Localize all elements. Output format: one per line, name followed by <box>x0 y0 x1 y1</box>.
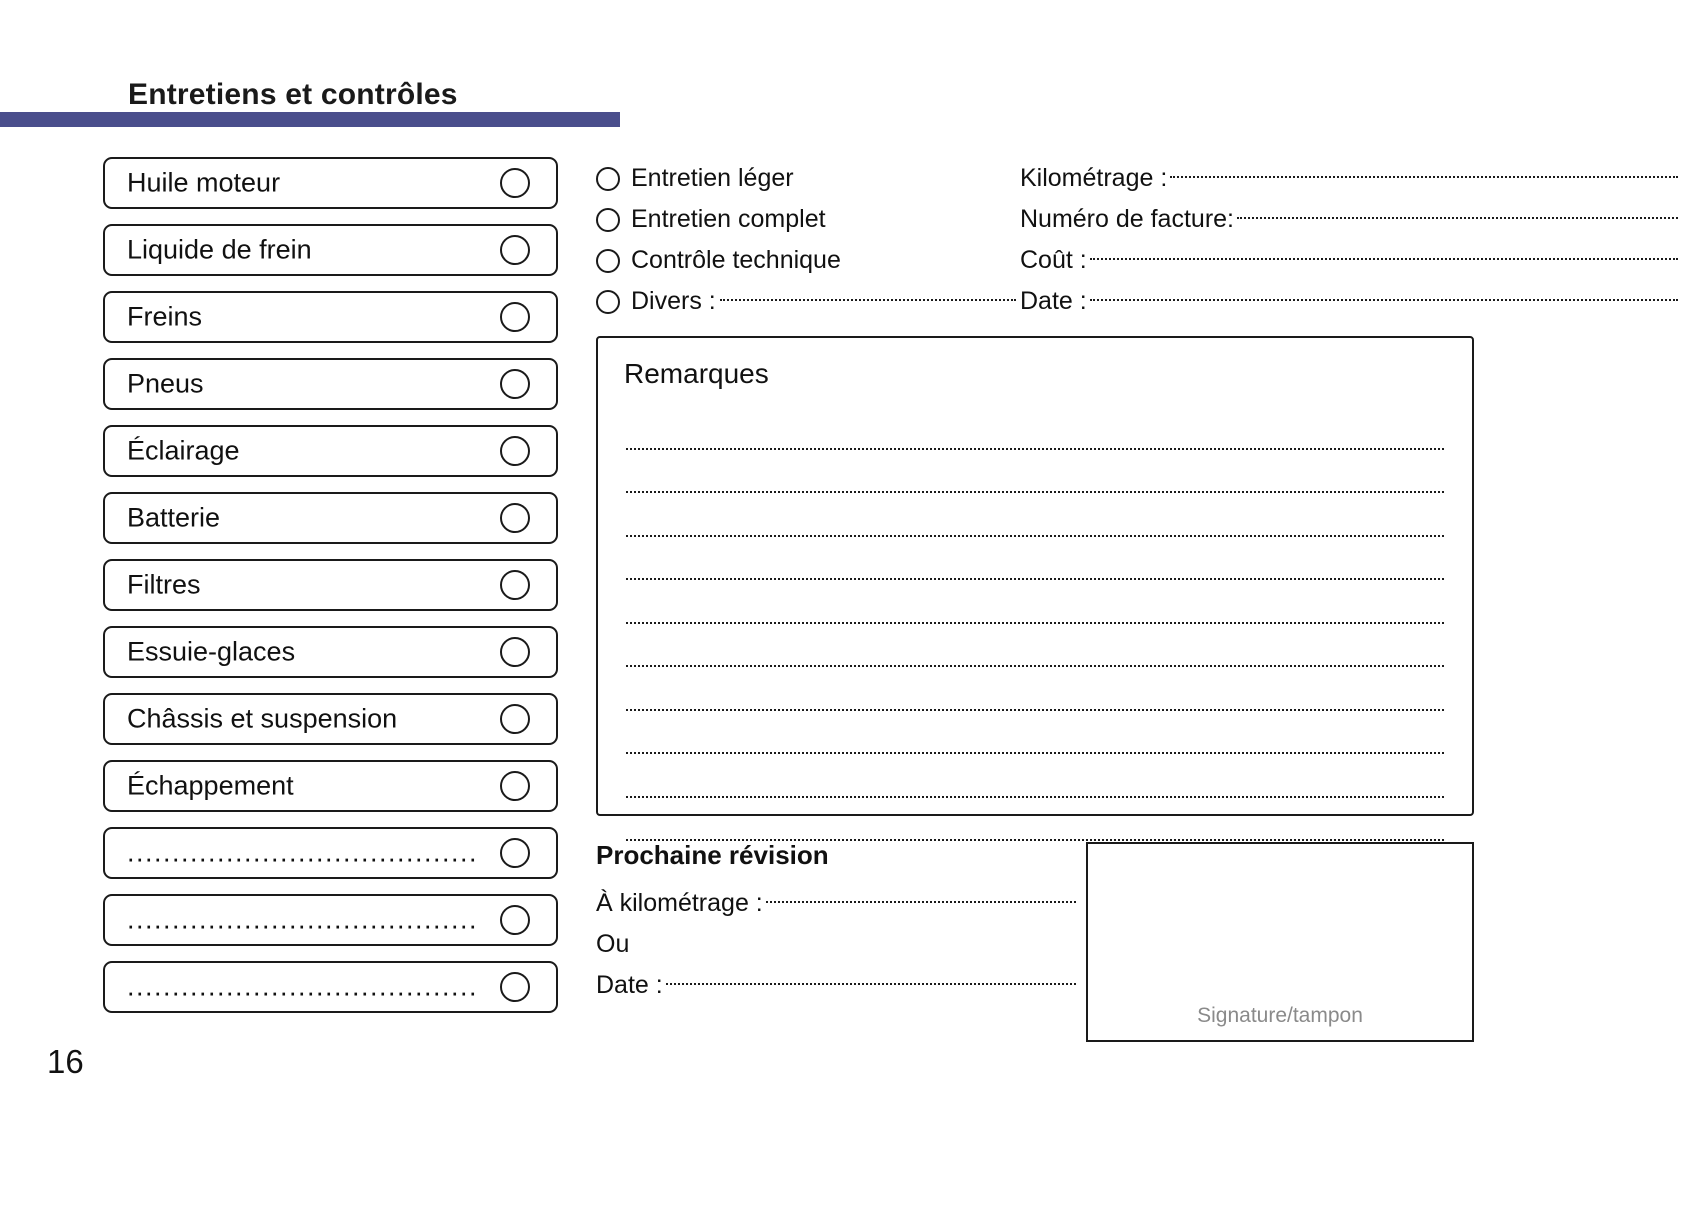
signature-box[interactable]: Signature/tampon <box>1086 842 1474 1042</box>
checklist-item-label: ....................................... <box>127 904 479 935</box>
checklist-row[interactable]: Essuie-glaces <box>103 626 558 678</box>
checklist-checkbox-circle-icon[interactable] <box>500 436 530 466</box>
next-service-mileage-row[interactable]: À kilométrage : <box>596 883 1076 924</box>
invoice-field-input[interactable] <box>1089 298 1678 301</box>
invoice-field-input[interactable] <box>1089 257 1678 260</box>
remarks-writing-lines <box>626 406 1444 841</box>
service-type-option-label: Entretien complet <box>631 205 826 233</box>
radio-circle-icon[interactable] <box>596 248 620 273</box>
checklist-row[interactable]: ....................................... <box>103 827 558 879</box>
remarks-line[interactable] <box>626 754 1444 798</box>
checklist-checkbox-circle-icon[interactable] <box>500 168 530 198</box>
next-service-or-row: Ou <box>596 924 1076 965</box>
remarks-line[interactable] <box>626 798 1444 841</box>
checklist-item-label: Pneus <box>127 368 204 399</box>
remarks-line[interactable] <box>626 450 1444 493</box>
remarks-line[interactable] <box>626 711 1444 754</box>
checklist-row[interactable]: Liquide de frein <box>103 224 558 276</box>
remarks-line[interactable] <box>626 580 1444 624</box>
checklist-checkbox-circle-icon[interactable] <box>500 369 530 399</box>
checklist-row[interactable]: Échappement <box>103 760 558 812</box>
checklist-checkbox-circle-icon[interactable] <box>500 771 530 801</box>
remarks-box[interactable]: Remarques <box>596 336 1474 841</box>
checklist-checkbox-circle-icon[interactable] <box>500 637 530 667</box>
remarks-line[interactable] <box>626 493 1444 537</box>
checklist-item-label: Batterie <box>127 502 221 533</box>
checklist-checkbox-circle-icon[interactable] <box>500 704 530 734</box>
invoice-field-row[interactable]: Coût : <box>1020 240 1700 281</box>
checklist-item-label: Échappement <box>127 770 294 801</box>
invoice-field-label: Kilométrage : <box>1020 164 1168 192</box>
checklist-item-label: Huile moteur <box>127 167 281 198</box>
invoice-field-row[interactable]: Numéro de facture: <box>1020 199 1700 240</box>
checklist-checkbox-circle-icon[interactable] <box>500 302 530 332</box>
service-type-other-input[interactable] <box>719 298 1016 301</box>
checklist-checkbox-circle-icon[interactable] <box>500 905 530 935</box>
next-service-mileage-input[interactable] <box>765 900 1076 903</box>
checklist-item-label: Éclairage <box>127 435 240 466</box>
checklist-checkbox-circle-icon[interactable] <box>500 503 530 533</box>
checklist-checkbox-circle-icon[interactable] <box>500 235 530 265</box>
service-type-option-label: Entretien léger <box>631 164 794 192</box>
service-type-options: Entretien léger Entretien complet Contrôle… <box>596 158 1016 322</box>
invoice-fields: Kilométrage : Numéro de facture: Coût : Dat… <box>1020 158 1700 322</box>
checklist-row[interactable]: Pneus <box>103 358 558 410</box>
invoice-field-label: Coût : <box>1020 246 1087 274</box>
next-service-title: Prochaine révision <box>596 840 829 870</box>
checklist-row[interactable]: ....................................... <box>103 961 558 1013</box>
service-type-option[interactable]: Contrôle technique <box>596 240 1016 281</box>
remarks-line[interactable] <box>626 667 1444 711</box>
next-service-date-input[interactable] <box>665 982 1076 985</box>
checklist-row[interactable]: Batterie <box>103 492 558 544</box>
checklist-row[interactable]: Huile moteur <box>103 157 558 209</box>
service-type-option[interactable]: Entretien léger <box>596 158 1016 199</box>
service-type-option-label: Contrôle technique <box>631 246 841 274</box>
checklist-item-label: Essuie-glaces <box>127 636 296 667</box>
invoice-field-input[interactable] <box>1170 175 1678 178</box>
checklist-item-label: ....................................... <box>127 837 479 868</box>
next-service-date-row[interactable]: Date : <box>596 965 1076 1006</box>
remarks-line[interactable] <box>626 537 1444 580</box>
right-column: Entretien léger Entretien complet Contrôle… <box>596 0 1700 1212</box>
invoice-field-label: Date : <box>1020 287 1087 315</box>
checklist-item-label: Freins <box>127 301 203 332</box>
service-type-option[interactable]: Entretien complet <box>596 199 1016 240</box>
radio-circle-icon[interactable] <box>596 166 620 191</box>
next-service-mileage-label: À kilométrage : <box>596 889 763 917</box>
invoice-field-row[interactable]: Date : <box>1020 281 1700 322</box>
checklist-item-label: Liquide de frein <box>127 234 312 265</box>
next-service-date-label: Date : <box>596 971 663 999</box>
invoice-field-input[interactable] <box>1237 216 1678 219</box>
remarks-title: Remarques <box>624 358 769 389</box>
checklist-row[interactable]: Freins <box>103 291 558 343</box>
invoice-field-label: Numéro de facture: <box>1020 205 1234 233</box>
next-service-section: Prochaine révision À kilométrage : Ou Da… <box>596 840 1076 1006</box>
checklist-checkbox-circle-icon[interactable] <box>500 570 530 600</box>
page-number: 16 <box>47 1043 84 1080</box>
invoice-field-row[interactable]: Kilométrage : <box>1020 158 1700 199</box>
radio-circle-icon[interactable] <box>596 289 620 314</box>
remarks-line[interactable] <box>626 406 1444 450</box>
checklist-row[interactable]: Éclairage <box>103 425 558 477</box>
service-type-option[interactable]: Divers : <box>596 281 1016 322</box>
page-title: Entretiens et contrôles <box>128 78 458 111</box>
next-service-or-label: Ou <box>596 930 630 958</box>
remarks-line[interactable] <box>626 624 1444 667</box>
checklist-row[interactable]: ....................................... <box>103 894 558 946</box>
checklist-row[interactable]: Filtres <box>103 559 558 611</box>
service-type-option-label: Divers : <box>631 287 716 315</box>
radio-circle-icon[interactable] <box>596 207 620 232</box>
signature-caption: Signature/tampon <box>1197 1004 1363 1027</box>
checklist-checkbox-circle-icon[interactable] <box>500 838 530 868</box>
checklist-item-label: Filtres <box>127 569 201 600</box>
checklist-row[interactable]: Châssis et suspension <box>103 693 558 745</box>
inspection-checklist: Huile moteur Liquide de frein Freins Pneus É… <box>103 157 558 1028</box>
checklist-item-label: ....................................... <box>127 971 479 1002</box>
checklist-item-label: Châssis et suspension <box>127 703 398 734</box>
header-accent-rule <box>0 112 620 127</box>
checklist-checkbox-circle-icon[interactable] <box>500 972 530 1002</box>
